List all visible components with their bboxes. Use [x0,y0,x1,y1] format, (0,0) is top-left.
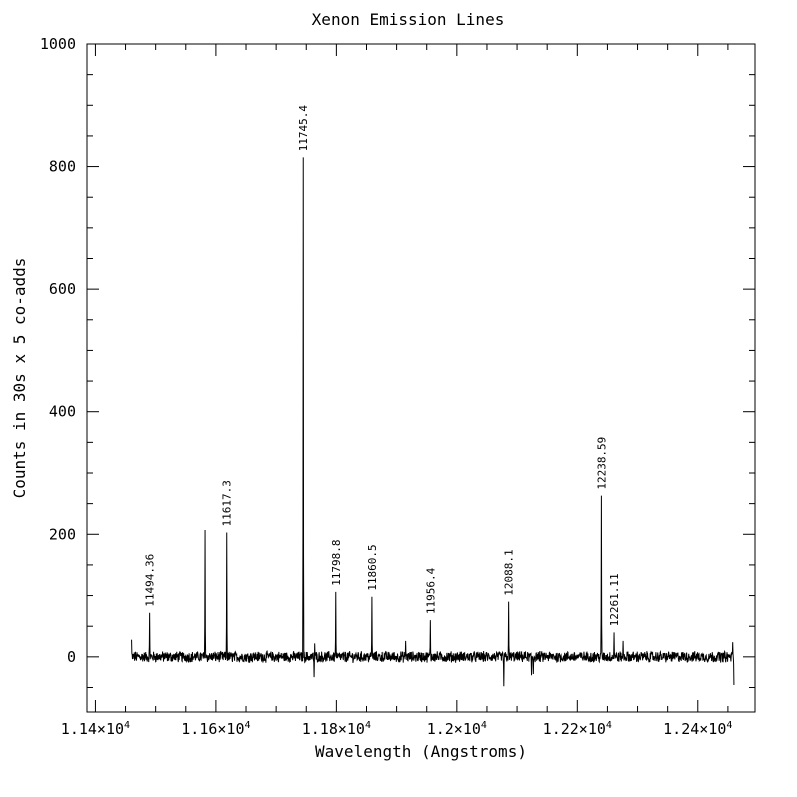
plot-frame [86,43,756,713]
peak-label: 12088.1 [503,549,516,595]
x-tick-label: 1.24×104 [663,720,732,738]
peak-label: 11798.8 [330,540,343,586]
y-axis-ticks: 0 200 400 600 800 1000 [40,35,755,688]
spectrum-line [131,157,735,687]
y-tick-label: 600 [49,280,76,298]
plot-border [86,43,756,713]
x-tick-label: 1.16×104 [181,720,250,738]
peak-label: 11745.4 [297,105,310,152]
y-axis-label: Counts in 30s x 5 co-adds [10,258,29,499]
chart-title: Xenon Emission Lines [312,10,505,29]
peak-label: 12261.11 [608,573,621,626]
x-tick-label: 1.18×104 [302,720,371,738]
peak-label: 11494.36 [144,554,157,607]
y-tick-label: 400 [49,403,76,421]
x-tick-label: 1.22×104 [543,720,612,738]
peak-label: 11617.3 [221,480,234,526]
x-tick-label: 1.2×104 [427,720,487,738]
peak-label: 11956.4 [424,567,437,614]
y-tick-label: 200 [49,525,76,543]
y-tick-label: 800 [49,158,76,176]
peak-label: 12238.59 [595,437,608,490]
x-axis-label: Wavelength (Angstroms) [315,742,527,761]
x-tick-label: 1.14×104 [61,720,130,738]
y-tick-label: 0 [67,648,76,666]
y-tick-label: 1000 [40,35,76,53]
x-axis-ticks: 1.14×104 1.16×104 1.18×104 1.2×104 1.22×104 1… [61,44,732,738]
peak-labels: 11494.36 11617.3 11745.4 11798.8 11860.5 1195… [144,105,621,627]
spectrum-series [131,157,735,687]
peak-label: 11860.5 [366,544,379,590]
